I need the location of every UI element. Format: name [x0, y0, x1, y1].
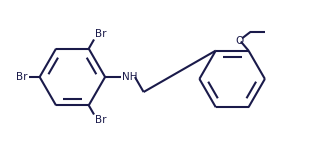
Text: O: O — [236, 36, 244, 46]
Text: Br: Br — [95, 116, 107, 126]
Text: Br: Br — [95, 28, 107, 38]
Text: Br: Br — [16, 72, 28, 82]
Text: NH: NH — [122, 72, 138, 82]
